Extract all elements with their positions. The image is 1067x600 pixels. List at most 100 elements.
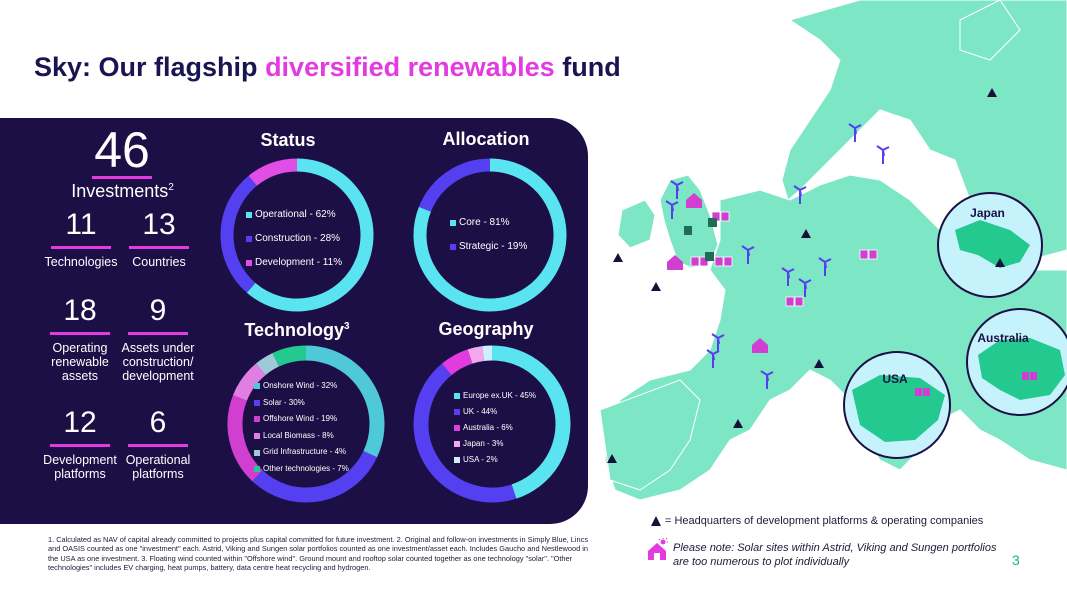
legend-item: Europe ex.UK - 45% (454, 388, 536, 404)
legend-swatch (246, 236, 252, 242)
stat-value: 6 (149, 406, 167, 439)
legend-label: Construction - 28% (255, 233, 341, 244)
donut-segment-japan (467, 346, 485, 364)
stat-label-line: Operating (52, 341, 108, 355)
investments-label-text: Investments (71, 181, 169, 201)
legend-swatch (454, 393, 460, 399)
donut-segment-construction (220, 175, 258, 293)
stat-operational-platforms: 6 Operational platforms (120, 406, 196, 481)
donut-segment-other-technologies (272, 345, 307, 367)
legend-item: Other technologies - 7% (254, 461, 349, 478)
donut-segment-australia (441, 349, 473, 376)
technology-chart-title: Technology3 (232, 320, 362, 341)
donut-segment-grid-infrastructure (255, 352, 280, 376)
stat-technologies: 11 Technologies (40, 208, 122, 269)
stat-countries: 13 Countries (124, 208, 194, 269)
legend-label: Operational - 62% (255, 209, 336, 220)
geography-chart-title: Geography (438, 319, 534, 339)
legend-swatch (254, 383, 260, 390)
stat-value: 18 (63, 294, 97, 327)
legend-item: Solar - 30% (254, 395, 349, 412)
donut-segment-europe-ex-uk (491, 345, 571, 499)
stat-label-line: Operational (125, 453, 191, 467)
stat-under-construction: 9 Assets under construction/ development (116, 294, 200, 383)
legend-item: Core - 81% (450, 211, 527, 235)
legend-swatch (450, 244, 456, 250)
legend-swatch (454, 457, 460, 463)
legend-item: Construction - 28% (246, 227, 342, 251)
usa-label: USA (882, 372, 908, 386)
geography-donut-chart (413, 345, 571, 503)
legend-item: Local Biomass - 8% (254, 428, 349, 445)
hq-legend-text: = Headquarters of development platforms … (665, 515, 984, 527)
investments-divider (92, 176, 152, 179)
investments-count: 46 (94, 122, 150, 178)
stat-development-platforms: 12 Development platforms (38, 406, 122, 481)
donut-segment-uk (413, 363, 517, 503)
status-chart-title: Status (260, 130, 316, 150)
stat-divider (50, 444, 110, 447)
stat-label-line: development (122, 369, 194, 383)
investments-label: Investments2 (40, 181, 205, 202)
legend-swatch (450, 220, 456, 226)
legend-item: USA - 2% (454, 452, 536, 468)
status-legend: Operational - 62% Construction - 28% Devel… (246, 203, 342, 275)
legend-item: Grid Infrastructure - 4% (254, 444, 349, 461)
stat-divider (50, 332, 110, 335)
donut-segment-offshore-wind (227, 395, 263, 482)
legend-swatch (254, 466, 260, 473)
legend-label: Europe ex.UK - 45% (463, 391, 536, 400)
legend-swatch (454, 409, 460, 415)
legend-label: Local Biomass - 8% (263, 430, 334, 440)
stat-label-line: platforms (132, 467, 184, 481)
stat-divider (128, 444, 188, 447)
stat-value: 13 (142, 208, 176, 241)
legend-label: Other technologies - 7% (263, 463, 349, 473)
legend-swatch (246, 212, 252, 218)
fund-summary-panel (0, 118, 588, 524)
donut-segment-solar (252, 450, 378, 503)
legend-label: Strategic - 19% (459, 241, 528, 252)
rooftop-solar-markers (667, 193, 768, 353)
legend-item: Development - 11% (246, 251, 342, 275)
stat-value: 11 (65, 208, 97, 241)
legend-swatch (254, 416, 260, 423)
stat-label-line: renewable (51, 355, 109, 369)
legend-item: Australia - 6% (454, 420, 536, 436)
legend-item: Operational - 62% (246, 203, 342, 227)
stat-value: 9 (149, 294, 167, 327)
solar-note: Please note: Solar sites within Astrid, … (673, 542, 997, 568)
legend-label: USA - 2% (463, 455, 498, 464)
allocation-legend: Core - 81% Strategic - 19% (450, 211, 527, 259)
allocation-chart-title: Allocation (442, 129, 530, 149)
technology-donut-chart (227, 345, 385, 503)
technology-title-text: Technology (244, 320, 345, 340)
legend-label: Onshore Wind - 32% (263, 381, 338, 390)
donut-segment-onshore-wind (305, 345, 385, 458)
australia-inset (966, 308, 1067, 416)
stat-label: Countries (132, 255, 186, 269)
legend-swatch (454, 425, 460, 431)
legend-swatch (254, 449, 260, 456)
hq-legend: = Headquarters of development platforms … (651, 515, 983, 527)
donut-segment-core (413, 158, 567, 312)
usa-inset (843, 351, 951, 459)
page-title: Sky: Our flagship diversified renewables… (34, 52, 621, 83)
hq-markers (607, 88, 997, 463)
wind-turbine-markers (665, 123, 890, 389)
legend-item: Offshore Wind - 19% (254, 411, 349, 428)
stat-label-line: Development (43, 453, 117, 467)
legend-label: Core - 81% (459, 217, 510, 228)
stat-operating-assets: 18 Operating renewable assets (44, 294, 116, 383)
title-prefix: Sky: Our flagship (34, 52, 258, 82)
donut-segment-local-biomass (233, 363, 266, 401)
legend-item: Japan - 3% (454, 436, 536, 452)
biomass-markers (684, 218, 717, 261)
europe-map (599, 0, 1067, 501)
donut-segment-operational (246, 158, 374, 312)
investments-footnote-ref: 2 (168, 182, 174, 193)
japan-label: Japan (970, 206, 1005, 220)
stat-label-line: assets (61, 369, 99, 383)
legend-label: UK - 44% (463, 407, 498, 416)
